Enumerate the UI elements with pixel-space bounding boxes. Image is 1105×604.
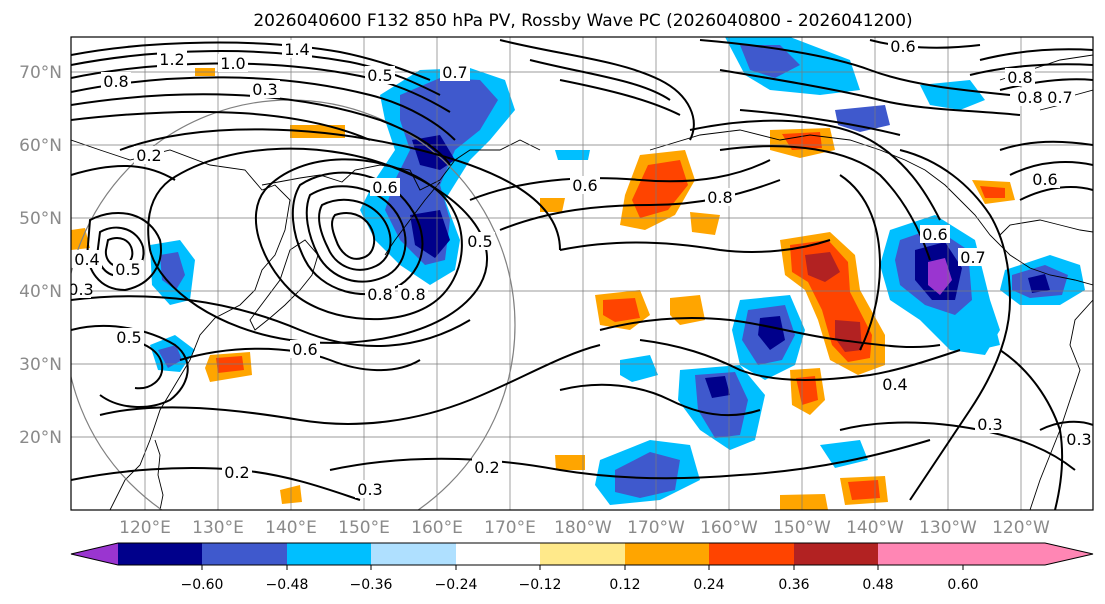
contour-label: 0.7 bbox=[1047, 88, 1072, 107]
contour-label: 0.6 bbox=[572, 176, 597, 195]
contour-labels: 1.2 1.4 1.0 0.8 0.3 0.5 0.7 0.2 0.6 0.4 … bbox=[68, 37, 1093, 499]
contour-label: 1.0 bbox=[220, 54, 245, 73]
contour-label: 0.8 bbox=[1017, 88, 1042, 107]
colorbar-segment bbox=[118, 543, 202, 565]
colorbar-segment bbox=[709, 543, 794, 565]
contour-label: 0.3 bbox=[1066, 430, 1091, 449]
colorbar-segment bbox=[71, 543, 118, 565]
contour-label: 0.3 bbox=[977, 415, 1002, 434]
lon-label: 160°W bbox=[700, 518, 758, 538]
map-panel: 1.2 1.4 1.0 0.8 0.3 0.5 0.7 0.2 0.6 0.4 … bbox=[68, 37, 1093, 510]
contour-label: 0.2 bbox=[136, 146, 161, 165]
lat-label: 30°N bbox=[19, 355, 62, 375]
negative-anomaly-region bbox=[595, 295, 1000, 505]
lon-label: 150°E bbox=[338, 518, 390, 538]
lon-label: 140°W bbox=[846, 518, 904, 538]
contour-label: 0.8 bbox=[367, 285, 392, 304]
colorbar-segment bbox=[287, 543, 371, 565]
colorbar: −0.60 −0.48 −0.36 −0.24 −0.12 0.12 0.24 … bbox=[70, 542, 1094, 593]
lon-label: 170°W bbox=[627, 518, 685, 538]
colorbar-segment bbox=[371, 543, 456, 565]
colorbar-outline bbox=[70, 542, 1094, 566]
positive-anomaly-region bbox=[620, 128, 1015, 230]
lon-label: 120°E bbox=[119, 518, 171, 538]
contour-label: 0.2 bbox=[474, 458, 499, 477]
longitude-labels: 120°E 130°E 140°E 150°E 160°E 170°E 180°… bbox=[119, 518, 1050, 538]
graticule bbox=[71, 37, 1093, 510]
lon-label: 160°E bbox=[411, 518, 463, 538]
positive-anomaly-region bbox=[540, 198, 888, 510]
positive-anomaly-region bbox=[780, 232, 885, 375]
colorbar-tick-label: 0.48 bbox=[862, 577, 893, 593]
colorbar-tick-label: −0.48 bbox=[266, 577, 309, 593]
colorbar-tick-label: −0.12 bbox=[519, 577, 562, 593]
contour-label: 1.4 bbox=[284, 40, 309, 59]
latitude-labels: 70°N 60°N 50°N 40°N 30°N 20°N bbox=[19, 63, 62, 448]
map-title: 2026040600 F132 850 hPa PV, Rossby Wave … bbox=[253, 11, 912, 31]
colorbar-segment bbox=[794, 543, 878, 565]
contour-label: 0.8 bbox=[1007, 68, 1032, 87]
lat-label: 20°N bbox=[19, 428, 62, 448]
contour-label: 0.5 bbox=[116, 328, 141, 347]
contour-label: 0.5 bbox=[115, 260, 140, 279]
colorbar-segment bbox=[963, 543, 1093, 565]
contour-label: 1.2 bbox=[159, 50, 184, 69]
lat-label: 60°N bbox=[19, 136, 62, 156]
lat-label: 70°N bbox=[19, 63, 62, 83]
colorbar-tick-label: 0.24 bbox=[693, 577, 724, 593]
contour-label: 0.6 bbox=[1032, 170, 1057, 189]
negative-anomaly-region bbox=[725, 37, 985, 132]
lon-label: 130°W bbox=[919, 518, 977, 538]
contour-label: 0.5 bbox=[467, 232, 492, 251]
contour-label: 0.8 bbox=[103, 72, 128, 91]
colorbar-tick-label: −0.36 bbox=[350, 577, 393, 593]
contour-label: 0.6 bbox=[292, 340, 317, 359]
colorbar-segment bbox=[202, 543, 287, 565]
contour-label: 0.3 bbox=[357, 480, 382, 499]
contour-label: 0.6 bbox=[372, 178, 397, 197]
colorbar-segment bbox=[878, 543, 963, 565]
colorbar-segment bbox=[540, 543, 625, 565]
colorbar-tick-label: 0.60 bbox=[947, 577, 978, 593]
contour-label: 0.3 bbox=[68, 280, 93, 299]
colorbar-tick-label: 0.12 bbox=[609, 577, 640, 593]
colorbar-tick-label: −0.24 bbox=[435, 577, 478, 593]
contour-label: 0.2 bbox=[224, 463, 249, 482]
contour-label: 0.6 bbox=[922, 225, 947, 244]
contour-label: 0.5 bbox=[367, 66, 392, 85]
contour-label: 0.8 bbox=[400, 285, 425, 304]
colorbar-ticks bbox=[201, 565, 964, 570]
map-frame bbox=[70, 36, 1094, 511]
contour-label: 0.7 bbox=[442, 63, 467, 82]
lat-label: 50°N bbox=[19, 209, 62, 229]
colorbar-tick-label: −0.60 bbox=[181, 577, 224, 593]
lon-label: 180°W bbox=[554, 518, 612, 538]
lon-label: 170°E bbox=[484, 518, 536, 538]
contour-label: 0.7 bbox=[960, 248, 985, 267]
contour-label: 0.6 bbox=[890, 37, 915, 56]
colorbar-tick-label: 0.36 bbox=[778, 577, 809, 593]
contour-label: 0.3 bbox=[252, 80, 277, 99]
lon-label: 150°W bbox=[773, 518, 831, 538]
lat-label: 40°N bbox=[19, 282, 62, 302]
lon-label: 120°W bbox=[992, 518, 1050, 538]
contour-label: 0.4 bbox=[882, 375, 907, 394]
contour-label: 0.4 bbox=[74, 250, 99, 269]
lon-label: 140°E bbox=[265, 518, 317, 538]
colorbar-segment bbox=[456, 543, 540, 565]
contour-label: 0.8 bbox=[707, 188, 732, 207]
colorbar-segment bbox=[625, 543, 709, 565]
lon-label: 130°E bbox=[192, 518, 244, 538]
